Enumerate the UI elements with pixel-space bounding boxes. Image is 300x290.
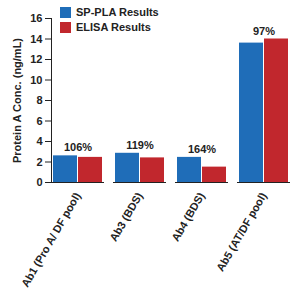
svg-text:119%: 119% [126,139,154,151]
svg-text:Protein A Conc. (ng/mL): Protein A Conc. (ng/mL) [11,38,23,163]
svg-text:16: 16 [30,12,42,24]
html-text:ELISA Results: ELISA Results [76,21,151,33]
svg-text:164%: 164% [188,143,216,155]
svg-text:12: 12 [30,53,42,65]
svg-text:4: 4 [36,135,43,147]
svg-text:Ab5 (AT/DF pool): Ab5 (AT/DF pool) [214,190,269,273]
svg-text:2: 2 [36,156,42,168]
svg-text:14: 14 [30,33,43,45]
svg-text:Ab1 (Pro A/ DF pool): Ab1 (Pro A/ DF pool) [19,190,83,289]
svg-text:Ab4 (BDS): Ab4 (BDS) [169,190,207,243]
svg-text:10: 10 [30,74,42,86]
svg-text:Ab3 (BDS): Ab3 (BDS) [107,190,145,243]
svg-text:97%: 97% [253,25,275,37]
svg-text:106%: 106% [64,141,92,153]
svg-text:6: 6 [36,115,42,127]
svg-text:0: 0 [36,176,42,188]
svg-text:8: 8 [36,94,42,106]
html-text:SP-PLA Results: SP-PLA Results [76,6,159,18]
